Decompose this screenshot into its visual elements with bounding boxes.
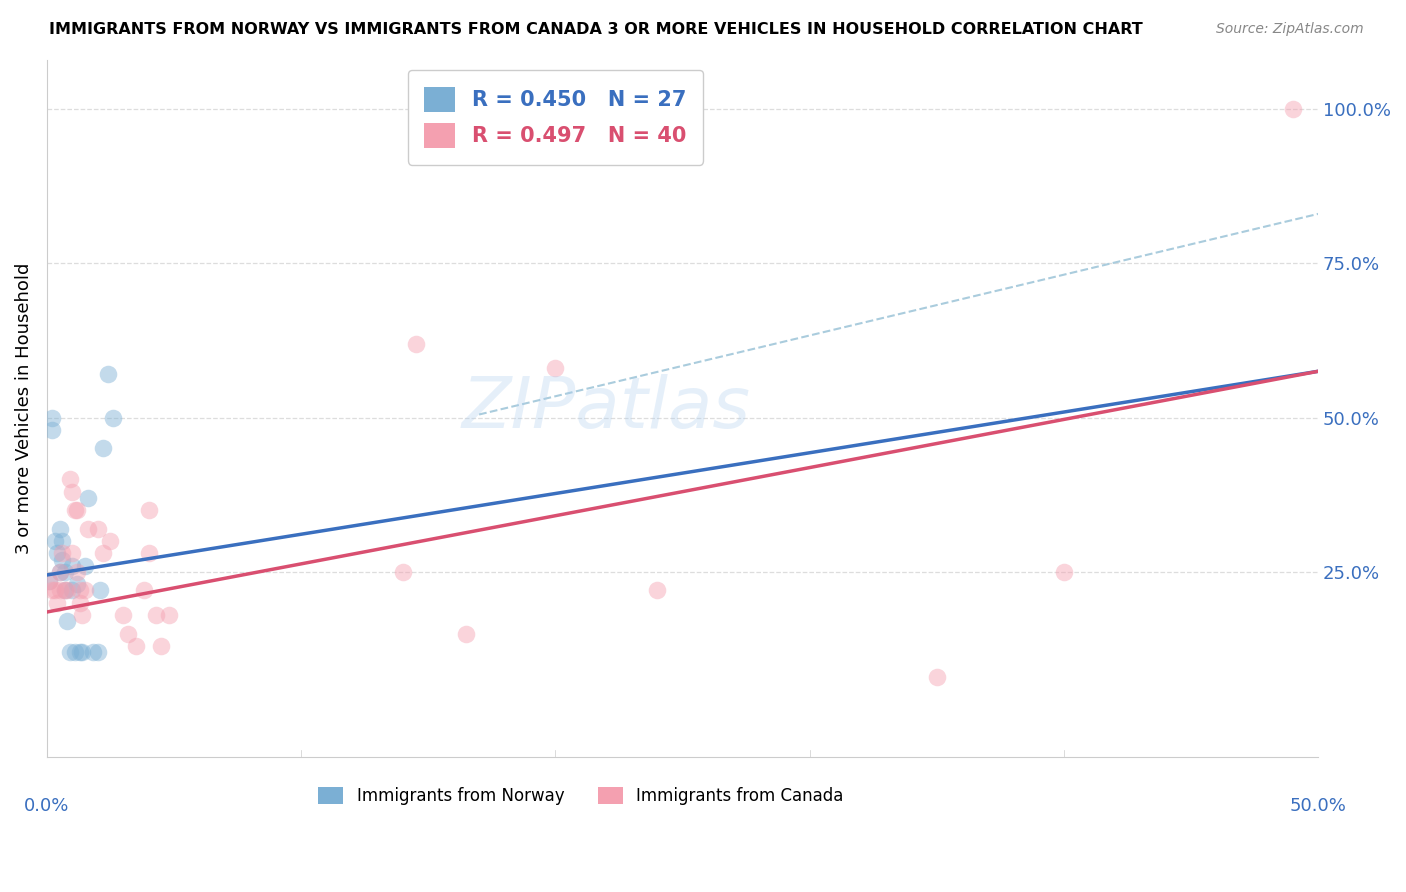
Point — [41, 410, 63, 425]
Point — [48, 565, 70, 579]
Point — [48, 583, 70, 598]
Text: 50.0%: 50.0% — [1289, 797, 1347, 815]
Point — [38, 574, 60, 589]
Point — [60, 558, 83, 573]
Point — [66, 503, 89, 517]
Point — [544, 361, 567, 376]
Point — [66, 565, 89, 579]
Point — [101, 410, 124, 425]
Point — [132, 583, 155, 598]
Point — [392, 565, 415, 579]
Point — [63, 645, 86, 659]
Point — [91, 546, 114, 560]
Point — [69, 645, 91, 659]
Point — [63, 503, 86, 517]
Point — [117, 626, 139, 640]
Point — [87, 645, 110, 659]
Point — [46, 546, 69, 560]
Point — [41, 423, 63, 437]
Point — [69, 596, 91, 610]
Point — [53, 583, 76, 598]
Point — [138, 503, 160, 517]
Point — [56, 583, 79, 598]
Point — [138, 546, 160, 560]
Point — [100, 534, 122, 549]
Point — [112, 608, 135, 623]
Point — [51, 552, 73, 566]
Point — [72, 645, 94, 659]
Text: 0.0%: 0.0% — [24, 797, 69, 815]
Point — [44, 534, 66, 549]
Point — [125, 639, 148, 653]
Point — [69, 583, 91, 598]
Point — [456, 626, 478, 640]
Y-axis label: 3 or more Vehicles in Household: 3 or more Vehicles in Household — [15, 262, 32, 554]
Point — [41, 583, 63, 598]
Point — [51, 546, 73, 560]
Point — [97, 368, 120, 382]
Point — [1281, 102, 1303, 116]
Point — [145, 608, 167, 623]
Point — [76, 522, 98, 536]
Point — [53, 565, 76, 579]
Point — [76, 491, 98, 505]
Point — [82, 645, 104, 659]
Point — [60, 583, 83, 598]
Point — [89, 583, 111, 598]
Point — [150, 639, 173, 653]
Point — [87, 522, 110, 536]
Point — [72, 608, 94, 623]
Point — [925, 670, 948, 684]
Point — [645, 583, 668, 598]
Point — [53, 583, 76, 598]
Point — [405, 336, 427, 351]
Point — [66, 577, 89, 591]
Point — [46, 596, 69, 610]
Point — [48, 522, 70, 536]
Point — [51, 534, 73, 549]
Point — [56, 614, 79, 628]
Point — [44, 583, 66, 598]
Point — [73, 558, 96, 573]
Text: Source: ZipAtlas.com: Source: ZipAtlas.com — [1216, 22, 1364, 37]
Point — [38, 574, 60, 589]
Point — [73, 583, 96, 598]
Text: ZIPatlas: ZIPatlas — [461, 374, 751, 442]
Point — [59, 645, 82, 659]
Point — [59, 472, 82, 486]
Point — [48, 565, 70, 579]
Point — [91, 442, 114, 456]
Point — [1053, 565, 1076, 579]
Legend: Immigrants from Norway, Immigrants from Canada: Immigrants from Norway, Immigrants from … — [312, 780, 851, 812]
Point — [157, 608, 180, 623]
Text: IMMIGRANTS FROM NORWAY VS IMMIGRANTS FROM CANADA 3 OR MORE VEHICLES IN HOUSEHOLD: IMMIGRANTS FROM NORWAY VS IMMIGRANTS FRO… — [49, 22, 1143, 37]
Point — [60, 484, 83, 499]
Point — [60, 546, 83, 560]
